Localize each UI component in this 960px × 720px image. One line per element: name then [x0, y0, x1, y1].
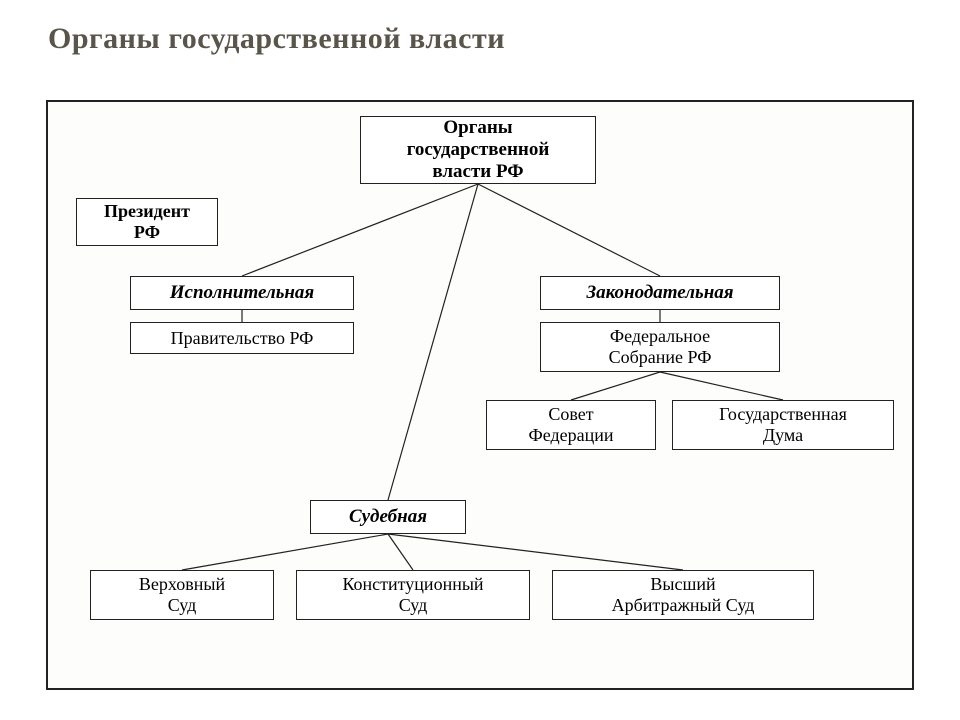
node-fed_assembly: ФедеральноеСобрание РФ	[540, 322, 780, 372]
node-president: ПрезидентРФ	[76, 198, 218, 246]
node-duma: ГосударственнаяДума	[672, 400, 894, 450]
node-fed_council: СоветФедерации	[486, 400, 656, 450]
node-legis: Законодательная	[540, 276, 780, 310]
node-judicial: Судебная	[310, 500, 466, 534]
slide-title: Органы государственной власти	[48, 22, 505, 56]
node-root: Органыгосударственнойвласти РФ	[360, 116, 596, 184]
node-exec: Исполнительная	[130, 276, 354, 310]
node-govt: Правительство РФ	[130, 322, 354, 354]
node-supreme: ВерховныйСуд	[90, 570, 274, 620]
node-constit: КонституционныйСуд	[296, 570, 530, 620]
node-arbitr: ВысшийАрбитражный Суд	[552, 570, 814, 620]
